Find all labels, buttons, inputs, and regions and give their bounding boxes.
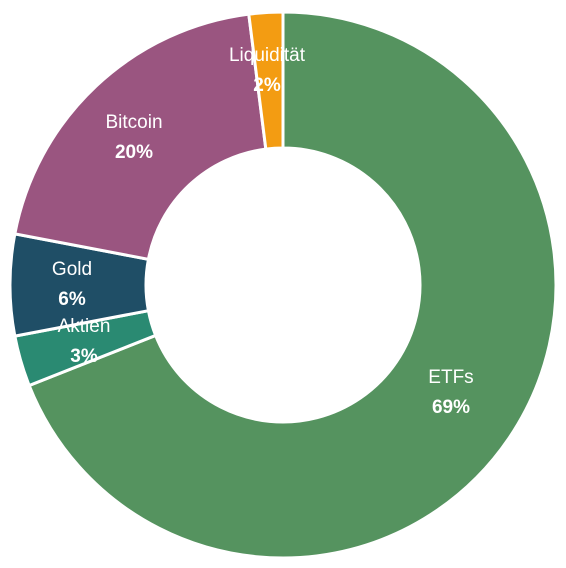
slices: [8, 10, 558, 560]
slice-label: Bitcoin: [105, 112, 162, 133]
slice-value-label: 3%: [70, 346, 98, 367]
slice-etfs: [27, 10, 558, 560]
slice-label: Gold: [52, 259, 92, 280]
slice-value-label: 2%: [253, 75, 281, 96]
slice-label: Liquidität: [229, 45, 306, 66]
slice-value-label: 20%: [115, 142, 153, 163]
slice-value-label: 6%: [58, 289, 86, 310]
slice-label: ETFs: [428, 367, 473, 388]
slice-bitcoin: [13, 12, 268, 262]
slice-liquidit-t: [247, 10, 285, 151]
slice-label: Aktien: [58, 316, 111, 337]
slice-labels: ETFs 69% Aktien 3% Gold 6% Bitcoin 20% Liquiditä…: [52, 45, 474, 418]
slice-value-label: 69%: [432, 397, 470, 418]
